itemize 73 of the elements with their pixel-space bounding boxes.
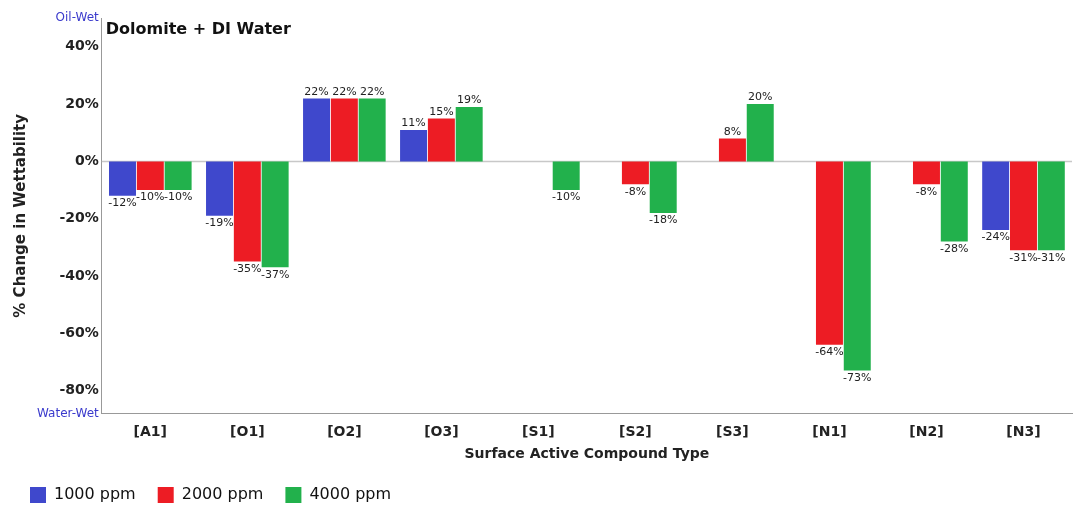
bar bbox=[912, 161, 940, 185]
y-tick-label: -20% bbox=[59, 209, 99, 226]
bar bbox=[427, 118, 455, 162]
data-label: -10% bbox=[163, 190, 193, 204]
data-label: -10% bbox=[551, 190, 581, 204]
data-label: -28% bbox=[940, 241, 969, 255]
bar bbox=[455, 106, 483, 162]
bar bbox=[261, 161, 289, 268]
x-tick-label: [N1] bbox=[812, 423, 847, 440]
bar bbox=[136, 161, 164, 191]
y-tick-label: 20% bbox=[65, 94, 99, 111]
x-tick-label: [O1] bbox=[230, 423, 265, 440]
data-label: -8% bbox=[624, 184, 647, 198]
y-tick-label: -60% bbox=[59, 323, 99, 340]
legend-label: 2000 ppm bbox=[181, 484, 264, 504]
x-axis-title: Surface Active Compound Type bbox=[464, 445, 710, 462]
data-label: -37% bbox=[260, 267, 290, 281]
data-label: -24% bbox=[981, 230, 1010, 244]
data-label: 20% bbox=[748, 90, 773, 104]
bar bbox=[718, 138, 746, 162]
data-label: -10% bbox=[136, 190, 165, 204]
data-label: -19% bbox=[205, 216, 234, 230]
data-label: 22% bbox=[359, 84, 385, 98]
data-label: -18% bbox=[649, 213, 678, 227]
data-label: -31% bbox=[1037, 250, 1066, 264]
data-label: -64% bbox=[815, 345, 844, 359]
bar bbox=[330, 98, 358, 162]
bar bbox=[233, 161, 261, 262]
x-tick-label: [S3] bbox=[716, 423, 749, 440]
y-tick-label: Oil-Wet bbox=[55, 10, 100, 25]
data-label: -8% bbox=[915, 184, 938, 198]
x-tick-label: [A1] bbox=[133, 423, 167, 440]
data-label: 22% bbox=[332, 84, 357, 98]
x-tick-label: [S2] bbox=[619, 423, 652, 440]
data-label: 8% bbox=[723, 124, 742, 138]
bar bbox=[746, 104, 774, 162]
data-label: -12% bbox=[108, 196, 137, 210]
x-tick-label: [O3] bbox=[424, 423, 459, 440]
legend-label: 1000 ppm bbox=[54, 484, 136, 504]
legend-label: 4000 ppm bbox=[309, 484, 392, 504]
data-label: -35% bbox=[233, 261, 262, 275]
bar bbox=[1010, 161, 1037, 251]
bar bbox=[815, 161, 843, 345]
bar bbox=[982, 161, 1010, 231]
bar bbox=[1037, 161, 1065, 251]
bar bbox=[621, 161, 649, 185]
data-label: 11% bbox=[401, 116, 426, 130]
y-tick-label: Water-Wet bbox=[36, 405, 100, 420]
data-label: 15% bbox=[429, 104, 454, 118]
x-tick-label: [O2] bbox=[327, 423, 362, 440]
x-tick-label: [N3] bbox=[1006, 423, 1041, 440]
bar bbox=[843, 161, 871, 371]
data-label: 22% bbox=[304, 84, 329, 98]
bar bbox=[940, 161, 968, 242]
chart-title: Dolomite + DI Water bbox=[105, 19, 291, 39]
bar bbox=[400, 129, 428, 162]
data-label: -73% bbox=[843, 370, 872, 384]
x-tick-label: [S1] bbox=[522, 423, 555, 440]
bar bbox=[206, 161, 234, 216]
bar bbox=[109, 161, 136, 196]
data-label: -31% bbox=[1009, 250, 1038, 264]
y-tick-label: 40% bbox=[65, 37, 99, 54]
bar bbox=[303, 98, 331, 162]
y-tick-label: -40% bbox=[59, 266, 99, 283]
y-axis-title: % Change in Wettability bbox=[10, 113, 29, 318]
data-label: 19% bbox=[456, 93, 482, 107]
bar bbox=[358, 98, 386, 162]
y-tick-label: 0% bbox=[75, 152, 99, 169]
x-tick-label: [N2] bbox=[909, 423, 944, 440]
bar bbox=[649, 161, 677, 213]
bar bbox=[552, 161, 580, 191]
bar bbox=[164, 161, 192, 191]
y-tick-label: -80% bbox=[59, 381, 99, 398]
